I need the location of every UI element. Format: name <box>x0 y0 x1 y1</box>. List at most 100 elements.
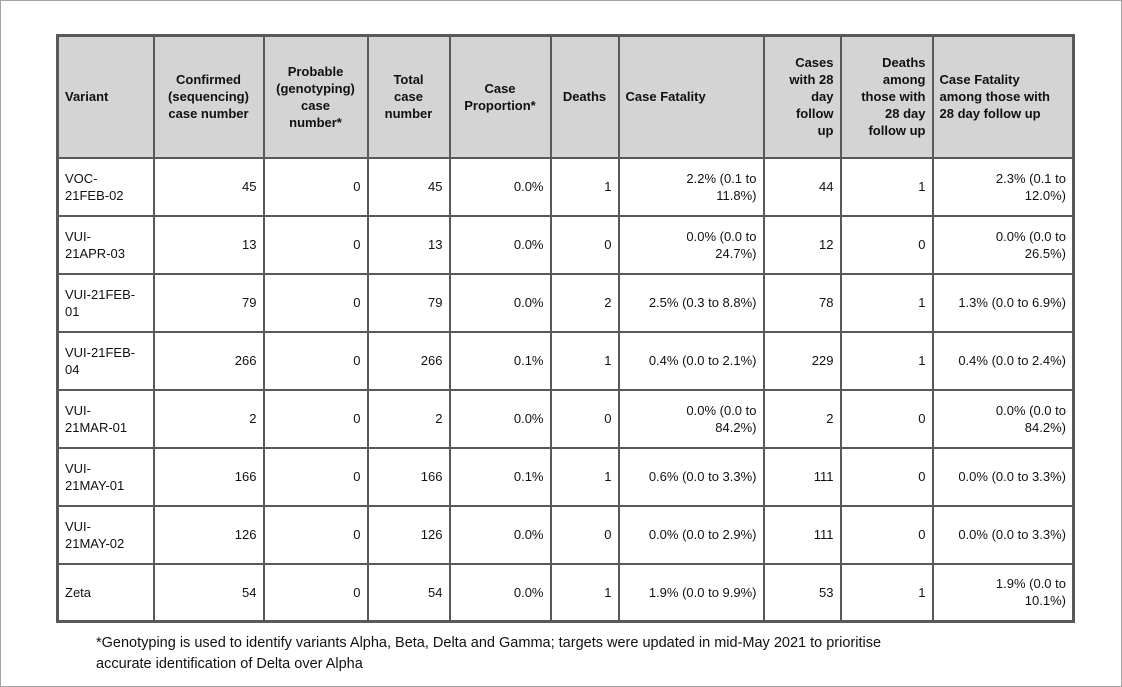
table-row: VUI-21FEB- 04 266 0 266 0.1% 1 0.4% (0.0… <box>56 330 1075 391</box>
header-case-fatality: Case Fatality <box>617 34 765 159</box>
cell-variant: VUI- 21MAR-01 <box>56 388 155 449</box>
cell-proportion: 0.0% <box>448 156 552 217</box>
cell-fatality-28day: 1.3% (0.0 to 6.9%) <box>931 272 1075 333</box>
cell-confirmed: 266 <box>152 330 265 391</box>
cell-deaths-28day: 0 <box>839 388 934 449</box>
table-row: VOC- 21FEB-02 45 0 45 0.0% 1 2.2% (0.1 t… <box>56 156 1075 217</box>
cell-deaths-28day: 1 <box>839 562 934 623</box>
table-row: VUI- 21MAY-02 126 0 126 0.0% 0 0.0% (0.0… <box>56 504 1075 565</box>
cell-variant: VOC- 21FEB-02 <box>56 156 155 217</box>
cell-fatality-28day: 0.0% (0.0 to 26.5%) <box>931 214 1075 275</box>
cell-cases-28day: 229 <box>762 330 842 391</box>
cell-cases-28day: 78 <box>762 272 842 333</box>
cell-deaths-28day: 0 <box>839 504 934 565</box>
cell-total: 45 <box>366 156 451 217</box>
cell-fatality-28day: 2.3% (0.1 to 12.0%) <box>931 156 1075 217</box>
cell-cases-28day: 12 <box>762 214 842 275</box>
header-deaths: Deaths <box>549 34 620 159</box>
header-variant: Variant <box>56 34 155 159</box>
cell-case-fatality: 0.6% (0.0 to 3.3%) <box>617 446 765 507</box>
cell-case-fatality: 0.0% (0.0 to 2.9%) <box>617 504 765 565</box>
cell-total: 13 <box>366 214 451 275</box>
header-case-fatality-28day-followup: Case Fatality among those with 28 day fo… <box>931 34 1075 159</box>
header-deaths-28day-followup: Deaths among those with 28 day follow up <box>839 34 934 159</box>
header-total-case-number: Total case number <box>366 34 451 159</box>
cell-proportion: 0.0% <box>448 562 552 623</box>
cell-deaths: 0 <box>549 504 620 565</box>
cell-probable: 0 <box>262 330 369 391</box>
cell-confirmed: 45 <box>152 156 265 217</box>
cell-confirmed: 126 <box>152 504 265 565</box>
cell-cases-28day: 111 <box>762 446 842 507</box>
header-cases-28day-followup: Cases with 28 day follow up <box>762 34 842 159</box>
cell-confirmed: 13 <box>152 214 265 275</box>
cell-fatality-28day: 1.9% (0.0 to 10.1%) <box>931 562 1075 623</box>
cell-confirmed: 54 <box>152 562 265 623</box>
cell-cases-28day: 44 <box>762 156 842 217</box>
cell-probable: 0 <box>262 214 369 275</box>
cell-case-fatality: 2.2% (0.1 to 11.8%) <box>617 156 765 217</box>
cell-deaths: 1 <box>549 330 620 391</box>
cell-proportion: 0.0% <box>448 272 552 333</box>
table-row: VUI- 21MAY-01 166 0 166 0.1% 1 0.6% (0.0… <box>56 446 1075 507</box>
table-row: VUI-21FEB- 01 79 0 79 0.0% 2 2.5% (0.3 t… <box>56 272 1075 333</box>
cell-proportion: 0.1% <box>448 330 552 391</box>
cell-fatality-28day: 0.0% (0.0 to 3.3%) <box>931 446 1075 507</box>
cell-deaths-28day: 0 <box>839 214 934 275</box>
cell-variant: VUI-21FEB- 01 <box>56 272 155 333</box>
cell-deaths-28day: 1 <box>839 272 934 333</box>
cell-cases-28day: 111 <box>762 504 842 565</box>
cell-deaths: 1 <box>549 446 620 507</box>
cell-variant: VUI- 21MAY-01 <box>56 446 155 507</box>
cell-deaths-28day: 1 <box>839 330 934 391</box>
cell-probable: 0 <box>262 562 369 623</box>
cell-case-fatality: 2.5% (0.3 to 8.8%) <box>617 272 765 333</box>
header-case-proportion: Case Proportion* <box>448 34 552 159</box>
table-row: Zeta 54 0 54 0.0% 1 1.9% (0.0 to 9.9%) 5… <box>56 562 1075 623</box>
cell-deaths-28day: 1 <box>839 156 934 217</box>
table-header-row: Variant Confirmed (sequencing) case numb… <box>56 34 1075 159</box>
cell-case-fatality: 0.0% (0.0 to 24.7%) <box>617 214 765 275</box>
cell-probable: 0 <box>262 388 369 449</box>
cell-total: 166 <box>366 446 451 507</box>
cell-fatality-28day: 0.0% (0.0 to 84.2%) <box>931 388 1075 449</box>
cell-total: 126 <box>366 504 451 565</box>
cell-probable: 0 <box>262 272 369 333</box>
cell-confirmed: 2 <box>152 388 265 449</box>
cell-probable: 0 <box>262 504 369 565</box>
cell-deaths: 0 <box>549 214 620 275</box>
cell-deaths-28day: 0 <box>839 446 934 507</box>
cell-variant: VUI- 21APR-03 <box>56 214 155 275</box>
cell-case-fatality: 0.4% (0.0 to 2.1%) <box>617 330 765 391</box>
cell-cases-28day: 2 <box>762 388 842 449</box>
cell-deaths: 1 <box>549 156 620 217</box>
cell-confirmed: 166 <box>152 446 265 507</box>
cell-variant: Zeta <box>56 562 155 623</box>
cell-fatality-28day: 0.0% (0.0 to 3.3%) <box>931 504 1075 565</box>
cell-cases-28day: 53 <box>762 562 842 623</box>
header-probable-case-number: Probable (genotyping) case number* <box>262 34 369 159</box>
cell-deaths: 2 <box>549 272 620 333</box>
cell-confirmed: 79 <box>152 272 265 333</box>
cell-fatality-28day: 0.4% (0.0 to 2.4%) <box>931 330 1075 391</box>
header-confirmed-case-number: Confirmed (sequencing) case number <box>152 34 265 159</box>
cell-proportion: 0.0% <box>448 504 552 565</box>
cell-total: 2 <box>366 388 451 449</box>
cell-probable: 0 <box>262 156 369 217</box>
cell-case-fatality: 1.9% (0.0 to 9.9%) <box>617 562 765 623</box>
cell-variant: VUI- 21MAY-02 <box>56 504 155 565</box>
table-row: VUI- 21APR-03 13 0 13 0.0% 0 0.0% (0.0 t… <box>56 214 1075 275</box>
table-row: VUI- 21MAR-01 2 0 2 0.0% 0 0.0% (0.0 to … <box>56 388 1075 449</box>
cell-total: 54 <box>366 562 451 623</box>
cell-probable: 0 <box>262 446 369 507</box>
cell-deaths: 1 <box>549 562 620 623</box>
cell-proportion: 0.0% <box>448 214 552 275</box>
cell-deaths: 0 <box>549 388 620 449</box>
footnote: *Genotyping is used to identify variants… <box>96 635 882 672</box>
cell-total: 79 <box>366 272 451 333</box>
cell-case-fatality: 0.0% (0.0 to 84.2%) <box>617 388 765 449</box>
cell-total: 266 <box>366 330 451 391</box>
variant-table: Variant Confirmed (sequencing) case numb… <box>56 34 1075 623</box>
cell-proportion: 0.1% <box>448 446 552 507</box>
